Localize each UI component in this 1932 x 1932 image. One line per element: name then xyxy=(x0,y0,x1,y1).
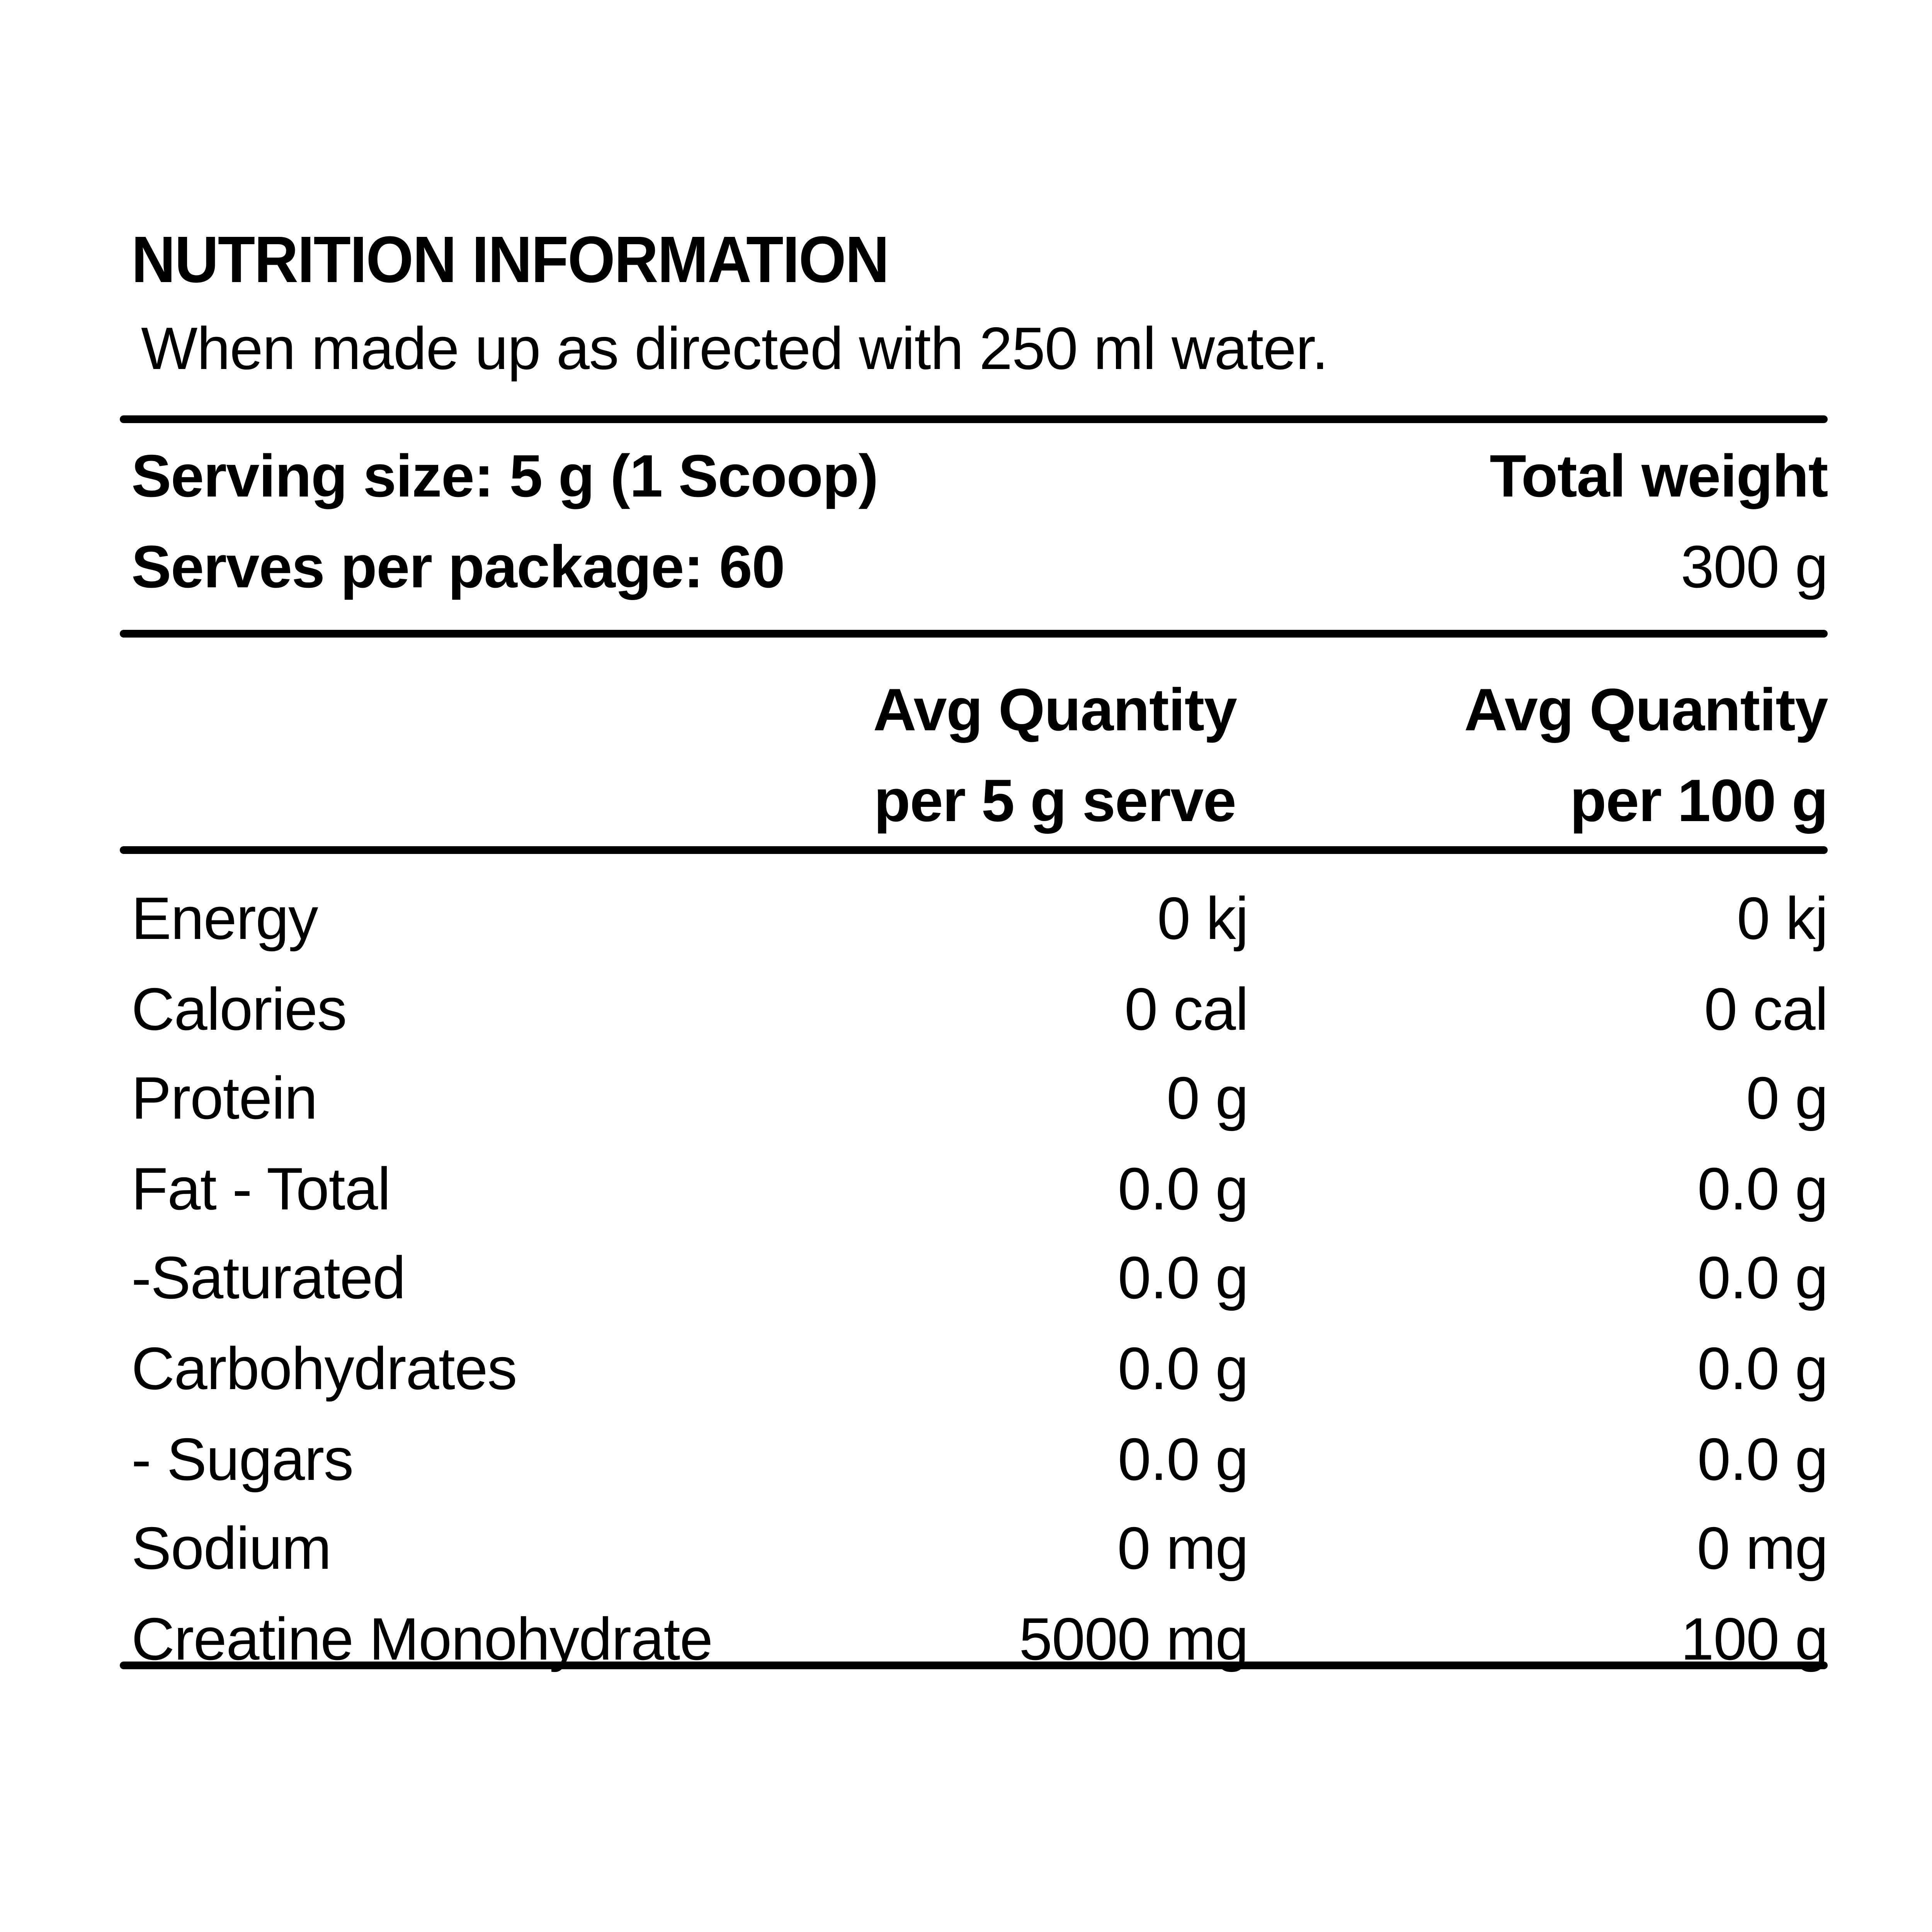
row-label: -Saturated xyxy=(131,1245,406,1313)
value-per-serve: 0 mg xyxy=(1117,1515,1248,1583)
divider-header xyxy=(120,846,1828,854)
value-per-100g: 0.0 g xyxy=(1697,1245,1828,1313)
serving-size-row: Serving size: 5 g (1 Scoop) Total weight xyxy=(131,433,1828,523)
table-row-protein: Protein 0 g 0 g xyxy=(131,1055,1828,1145)
row-label: Sodium xyxy=(131,1515,332,1583)
value-per-serve: 0.0 g xyxy=(1117,1335,1249,1403)
total-weight-label: Total weight xyxy=(1490,443,1828,511)
value-per-serve: 0.0 g xyxy=(1117,1245,1249,1313)
row-label: - Sugars xyxy=(131,1425,354,1493)
serving-info: Serving size: 5 g (1 Scoop) Total weight… xyxy=(131,433,1828,613)
table-row-saturated: -Saturated 0.0 g 0.0 g xyxy=(131,1235,1828,1325)
value-per-serve: 0.0 g xyxy=(1117,1155,1249,1223)
value-per-100g: 100 g xyxy=(1680,1605,1828,1673)
table-row-creatine-monohydrate: Creatine Monohydrate 5000 mg 100 g xyxy=(131,1595,1828,1685)
value-per-100g: 0 kj xyxy=(1736,885,1828,953)
row-label: Calories xyxy=(131,975,347,1043)
subtitle: When made up as directed with 250 ml wat… xyxy=(141,315,1328,383)
table-row-calories: Calories 0 cal 0 cal xyxy=(131,965,1828,1055)
row-label: Creatine Monohydrate xyxy=(131,1605,713,1673)
row-label: Carbohydrates xyxy=(131,1335,517,1403)
row-label: Fat - Total xyxy=(131,1155,391,1223)
divider-bottom xyxy=(120,1662,1828,1669)
serves-per-package-label: Serves per package: 60 xyxy=(131,533,785,601)
value-per-100g: 0.0 g xyxy=(1697,1335,1828,1403)
per-serve-header-line2: per 5 g serve xyxy=(874,766,1236,834)
table-row-sugars: - Sugars 0.0 g 0.0 g xyxy=(131,1415,1828,1505)
per-serve-header-line1: Avg Quantity xyxy=(873,676,1237,744)
serves-per-package-row: Serves per package: 60 300 g xyxy=(131,523,1828,613)
column-header-per-serve: Avg Quantity per 5 g serve xyxy=(842,667,1267,847)
value-per-serve: 0 cal xyxy=(1124,975,1248,1043)
value-per-100g: 0 mg xyxy=(1697,1515,1828,1583)
value-per-100g: 0 cal xyxy=(1704,975,1828,1043)
value-per-serve: 0 g xyxy=(1166,1065,1249,1133)
per-100g-header-line2: per 100 g xyxy=(1570,766,1828,834)
table-row-fat-total: Fat - Total 0.0 g 0.0 g xyxy=(131,1145,1828,1235)
value-per-serve: 0 kj xyxy=(1157,885,1249,953)
row-label: Energy xyxy=(131,885,318,953)
column-header-per-100g: Avg Quantity per 100 g xyxy=(1248,667,1828,847)
value-per-100g: 0 g xyxy=(1746,1065,1828,1133)
per-100g-header-line1: Avg Quantity xyxy=(1464,676,1828,744)
table-row-energy: Energy 0 kj 0 kj xyxy=(131,875,1828,965)
total-weight-value: 300 g xyxy=(1680,533,1828,601)
divider-serving xyxy=(120,630,1828,638)
value-per-100g: 0.0 g xyxy=(1697,1155,1828,1223)
table-row-carbohydrates: Carbohydrates 0.0 g 0.0 g xyxy=(131,1325,1828,1415)
nutrition-table: Energy 0 kj 0 kj Calories 0 cal 0 cal Pr… xyxy=(131,875,1828,1685)
value-per-serve: 0.0 g xyxy=(1117,1425,1249,1493)
divider-top xyxy=(120,415,1828,423)
page-title: NUTRITION INFORMATION xyxy=(131,224,889,298)
value-per-serve: 5000 mg xyxy=(1019,1605,1248,1673)
value-per-100g: 0.0 g xyxy=(1697,1425,1828,1493)
serving-size-label: Serving size: 5 g (1 Scoop) xyxy=(131,443,878,511)
row-label: Protein xyxy=(131,1065,318,1133)
table-row-sodium: Sodium 0 mg 0 mg xyxy=(131,1505,1828,1595)
